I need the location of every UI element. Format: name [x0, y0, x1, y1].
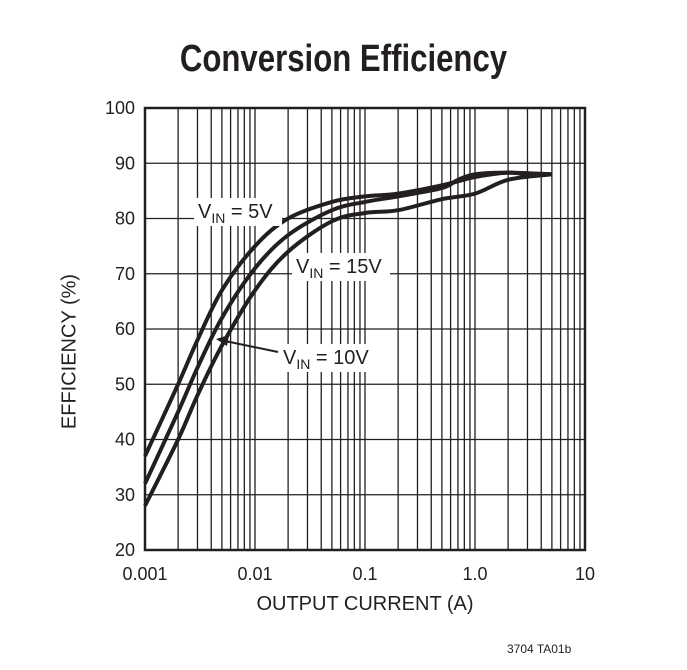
series-label-bg: [194, 198, 282, 226]
y-tick-label: 60: [115, 319, 135, 339]
x-tick-label: 1.0: [462, 564, 487, 584]
footnote: 3704 TA01b: [507, 642, 572, 656]
series-label-bg: [279, 344, 377, 372]
y-tick-label: 20: [115, 540, 135, 560]
y-tick-label: 70: [115, 264, 135, 284]
y-tick-label: 40: [115, 430, 135, 450]
x-axis-label: OUTPUT CURRENT (A): [256, 593, 474, 615]
plot-frame: [143, 106, 587, 552]
series-label: VIN = 10V: [283, 347, 369, 372]
series-label: VIN = 5V: [198, 201, 273, 226]
x-tick-label: 0.01: [237, 564, 272, 584]
x-tick-label: 10: [575, 564, 595, 584]
series-line-1: [143, 170, 552, 485]
y-tick-label: 30: [115, 485, 135, 505]
y-tick-label: 90: [115, 153, 135, 173]
y-axis-label: EFFICIENCY (%): [58, 273, 81, 430]
series-line-2: [143, 172, 553, 507]
x-tick-label: 0.001: [122, 564, 167, 584]
y-tick-label: 50: [115, 374, 135, 394]
series-label: VIN = 15V: [296, 256, 382, 281]
x-tick-label: 0.1: [352, 564, 377, 584]
arrow-line: [224, 340, 279, 353]
series-label-bg: [292, 253, 390, 281]
y-tick-label: 100: [105, 98, 135, 118]
y-tick-label: 80: [115, 209, 135, 229]
arrow-head-icon: [216, 335, 229, 346]
chart-title: Conversion Efficiency: [179, 38, 508, 80]
